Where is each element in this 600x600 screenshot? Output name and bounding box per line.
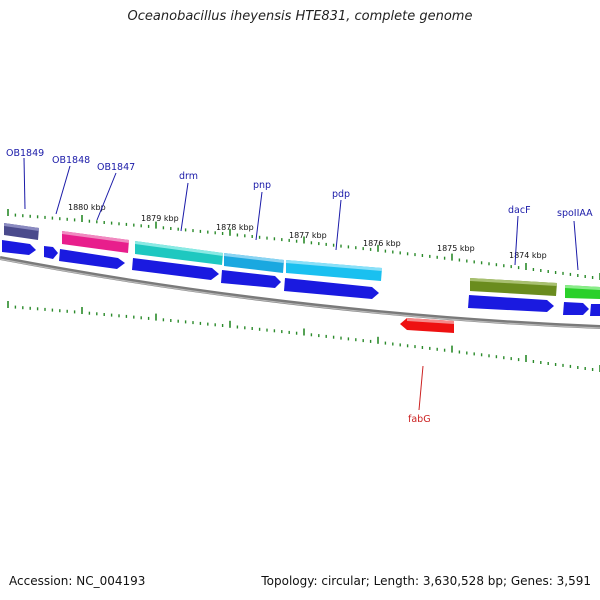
gene-spoIIAA-feature-shine (565, 285, 600, 290)
cds-arrow[interactable] (284, 278, 379, 299)
gene-track-outer (4, 223, 600, 299)
cds-arrow[interactable] (2, 240, 36, 255)
accession-text: Accession: NC_004193 (9, 574, 146, 588)
scale-ticks-outer (7, 209, 600, 280)
gene-fabG-feature-shine (407, 318, 454, 324)
gene-label-OB1847[interactable]: OB1847 (97, 162, 135, 173)
cds-arrow[interactable] (468, 295, 554, 312)
gene-pdp-feature[interactable] (286, 260, 382, 281)
gene-dacF-feature-shine (470, 278, 557, 286)
scale-label-1874: 1874 kbp (509, 251, 547, 260)
label-leaders (23, 157, 579, 271)
genome-backbone-highlight (0, 258, 600, 329)
gene-drm-feature-shine (135, 241, 223, 256)
gene-label-spoIIAA[interactable]: spoIIAA (557, 208, 593, 219)
gene-OB1848-feature[interactable] (62, 231, 129, 253)
gene-label-fabG[interactable]: fabG (408, 414, 431, 425)
gene-pnp-feature-shine (224, 253, 284, 263)
gene-label-OB1849[interactable]: OB1849 (6, 148, 44, 159)
cds-arrow[interactable] (59, 249, 125, 269)
genome-stats-text: Topology: circular; Length: 3,630,528 bp… (261, 574, 591, 588)
genome-title: Oceanobacillus iheyensis HTE831, complet… (127, 9, 473, 24)
cds-arrow[interactable] (132, 258, 219, 280)
gene-OB1849-feature-shine (4, 223, 39, 231)
scale-ticks-inner (7, 301, 600, 372)
gene-label-drm[interactable]: drm (179, 171, 198, 182)
cds-track-forward (2, 240, 600, 316)
gene-pdp-feature-shine (286, 260, 382, 271)
cds-arrow[interactable] (44, 246, 58, 259)
scale-label-1879: 1879 kbp (141, 214, 179, 223)
gene-label-OB1848[interactable]: OB1848 (52, 155, 90, 166)
cds-arrow[interactable] (221, 270, 281, 288)
scale-label-1876: 1876 kbp (363, 239, 401, 248)
scale-label-1875: 1875 kbp (437, 244, 475, 253)
gene-OB1848-feature-shine (62, 231, 129, 243)
gene-label-dacF[interactable]: dacF (508, 205, 531, 216)
gene-label-pnp[interactable]: pnp (253, 180, 271, 191)
cds-arrow[interactable] (590, 304, 600, 316)
scale-label-1880: 1880 kbp (68, 203, 106, 212)
cds-arrow[interactable] (563, 302, 589, 315)
genome-backbone (0, 256, 600, 329)
gene-label-pdp[interactable]: pdp (332, 189, 350, 200)
scale-label-1878: 1878 kbp (216, 223, 254, 232)
gene-pnp-feature[interactable] (224, 253, 284, 273)
scale-label-1877: 1877 kbp (289, 231, 327, 240)
label-leader-fabG (418, 365, 424, 411)
